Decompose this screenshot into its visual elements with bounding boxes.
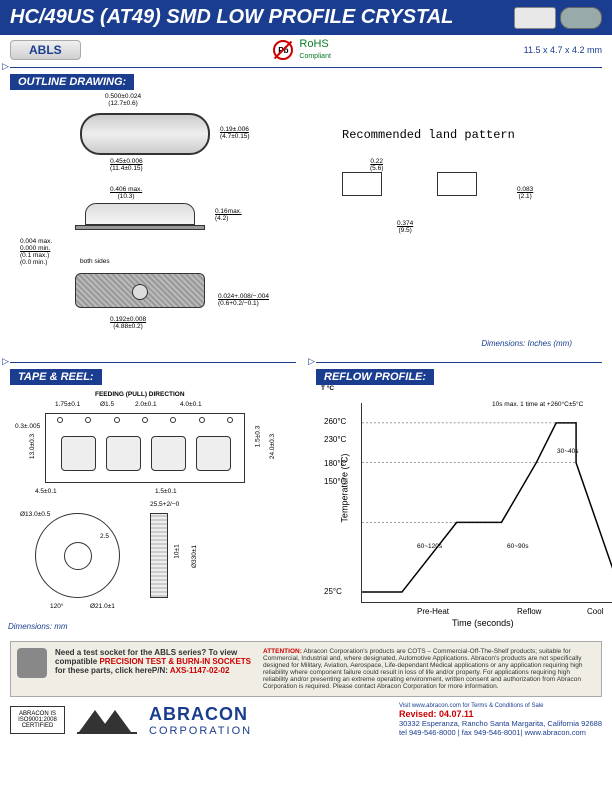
divider <box>10 67 602 68</box>
dim-label: Ø21.0±1 <box>90 603 115 610</box>
product-image-top <box>514 7 556 29</box>
corp-title: ABRACON <box>149 704 387 725</box>
dim-label: 120° <box>50 603 63 610</box>
dim-label: Ø13.0±0.5 <box>20 511 50 518</box>
series-badge: ABLS <box>10 40 81 60</box>
pb-free-icon: Pb <box>273 40 293 60</box>
reflow-note: 10s max. 1 time at +260°C±5°C <box>492 401 583 408</box>
dim-label: 0.004 max.0.000 min.(0.1 max.)(0.0 min.) <box>20 238 52 266</box>
product-images <box>514 7 602 29</box>
dim-label: 0.406 max.(10.3) <box>110 186 142 200</box>
attention-text: ATTENTION: Abracon Corporation's product… <box>263 648 595 690</box>
dim-label: 25.5+2/−0 <box>150 501 179 508</box>
subheader: ABLS Pb RoHS Compliant 11.5 x 4.7 x 4.2 … <box>0 35 612 65</box>
dim-label: 1.75±0.1 <box>55 401 80 408</box>
corp-name: ABRACON CORPORATION <box>149 704 387 737</box>
tape-strip-drawing <box>45 413 245 483</box>
dimension-units-note: Dimensions: Inches (mm) <box>481 339 572 348</box>
reflow-section-header: REFLOW PROFILE: <box>316 369 434 385</box>
package-dimensions: 11.5 x 4.7 x 4.2 mm <box>524 45 602 55</box>
rohs-subtext: Compliant <box>299 53 331 60</box>
socket-icon <box>17 648 47 678</box>
rohs-text: RoHS <box>299 38 328 50</box>
land-pattern: Recommended land pattern 0.22(5.6) 0.083… <box>342 128 562 196</box>
dim-label: 2.0±0.1 <box>135 401 157 408</box>
both-sides-label: both sides <box>80 258 110 265</box>
dim-label: 0.192±0.008(4.88±0.2) <box>110 316 146 330</box>
outline-drawing-section: 0.500±0.024(12.7±0.6) 0.45±0.006(11.4±0.… <box>0 90 612 360</box>
dim-label: 4.5±0.1 <box>35 488 57 495</box>
duration-label: 60~90s <box>507 543 529 550</box>
duration-label: 30~40s <box>557 448 579 455</box>
page-title: HC/49US (AT49) SMD LOW PROFILE CRYSTAL <box>10 6 453 29</box>
top-view-drawing <box>80 113 210 155</box>
cert-badge: ABRACON ISISO9001:2008CERTIFIED <box>10 706 65 734</box>
reel-front-drawing <box>35 513 120 598</box>
dim-label: 0.500±0.024(12.7±0.6) <box>105 93 141 107</box>
split-section: FEEDING (PULL) DIRECTION 0.3±.005 1.75±0… <box>0 385 612 635</box>
dim-label: 0.16max.(4.2) <box>215 208 242 222</box>
dimension-units-note: Dimensions: mm <box>8 622 68 631</box>
dim-label: 2.5 <box>100 533 109 540</box>
dim-label: 0.22(5.6) <box>370 158 383 172</box>
dim-label: 0.024+.008/−.004(0.6+0.2/−0.1) <box>218 293 269 307</box>
rohs-label: RoHS Compliant <box>299 39 331 61</box>
land-pad <box>342 172 382 196</box>
compliance-group: Pb RoHS Compliant <box>273 39 331 61</box>
outline-section-header: OUTLINE DRAWING: <box>10 74 134 90</box>
divider <box>316 362 602 363</box>
land-pad <box>437 172 477 196</box>
product-image-side <box>560 7 602 29</box>
address: 30332 Esperanza, Rancho Santa Margarita,… <box>399 719 602 728</box>
y-tick: 25°C <box>324 587 342 596</box>
dim-label: 24.0±0.3 <box>269 434 276 459</box>
abracon-logo-icon <box>77 706 137 734</box>
divider <box>10 362 296 363</box>
dim-label: 0.3±.005 <box>15 423 40 430</box>
phone: tel 949-546-8000 | fax 949-546-8001| www… <box>399 728 602 737</box>
y-tick: 230°C <box>324 435 346 444</box>
y-tick: 260°C <box>324 417 346 426</box>
footer-contact: Visit www.abracon.com for Terms & Condit… <box>399 703 602 737</box>
side-view-drawing <box>75 203 205 233</box>
dim-label: Ø1.5 <box>100 401 114 408</box>
x-region: Reflow <box>517 607 541 616</box>
reflow-chart: 10s max. 1 time at +260°C±5°C 260°C 230°… <box>361 403 612 603</box>
dim-label: 0.45±0.006(11.4±0.15) <box>110 158 143 172</box>
duration-label: 60~120s <box>417 543 442 550</box>
tape-section-header: TAPE & REEL: <box>10 369 102 385</box>
dim-label: 1.5±0.3 <box>254 426 261 448</box>
x-axis-title: Time (seconds) <box>452 618 514 628</box>
page-footer: ABRACON ISISO9001:2008CERTIFIED ABRACON … <box>0 697 612 743</box>
footer-note-box: Need a test socket for the ABLS series? … <box>10 641 602 697</box>
dim-label: 10±1 <box>174 544 181 558</box>
reel-side-drawing <box>150 513 168 598</box>
y-axis-title: Temperature (°C) <box>340 453 350 522</box>
tc-label: T °C <box>321 385 334 392</box>
land-pattern-title: Recommended land pattern <box>342 128 562 142</box>
x-region: Pre-Heat <box>417 607 449 616</box>
dim-label: 13.0±0.3 <box>29 434 36 459</box>
corp-subtitle: CORPORATION <box>149 725 387 737</box>
page-header: HC/49US (AT49) SMD LOW PROFILE CRYSTAL <box>0 0 612 35</box>
revised-date: Revised: 04.07.11 <box>399 709 602 719</box>
bottom-view-drawing <box>75 273 205 308</box>
dim-label: Ø330±1 <box>191 545 198 568</box>
dim-label: 0.19±.006(4.7±0.15) <box>220 126 250 140</box>
feeding-label: FEEDING (PULL) DIRECTION <box>95 391 185 398</box>
reflow-profile-section: T °C 10s max. 1 time at +260°C±5°C 260°C… <box>306 385 612 635</box>
socket-note: Need a test socket for the ABLS series? … <box>55 648 255 690</box>
dim-label: 4.0±0.1 <box>180 401 202 408</box>
dim-label: 0.083(2.1) <box>517 186 533 200</box>
x-region: Cool <box>587 607 603 616</box>
tape-reel-section: FEEDING (PULL) DIRECTION 0.3±.005 1.75±0… <box>0 385 306 635</box>
reflow-curve <box>362 403 612 602</box>
dim-label: 1.5±0.1 <box>155 488 177 495</box>
dim-label: 0.374(9.5) <box>397 220 413 234</box>
